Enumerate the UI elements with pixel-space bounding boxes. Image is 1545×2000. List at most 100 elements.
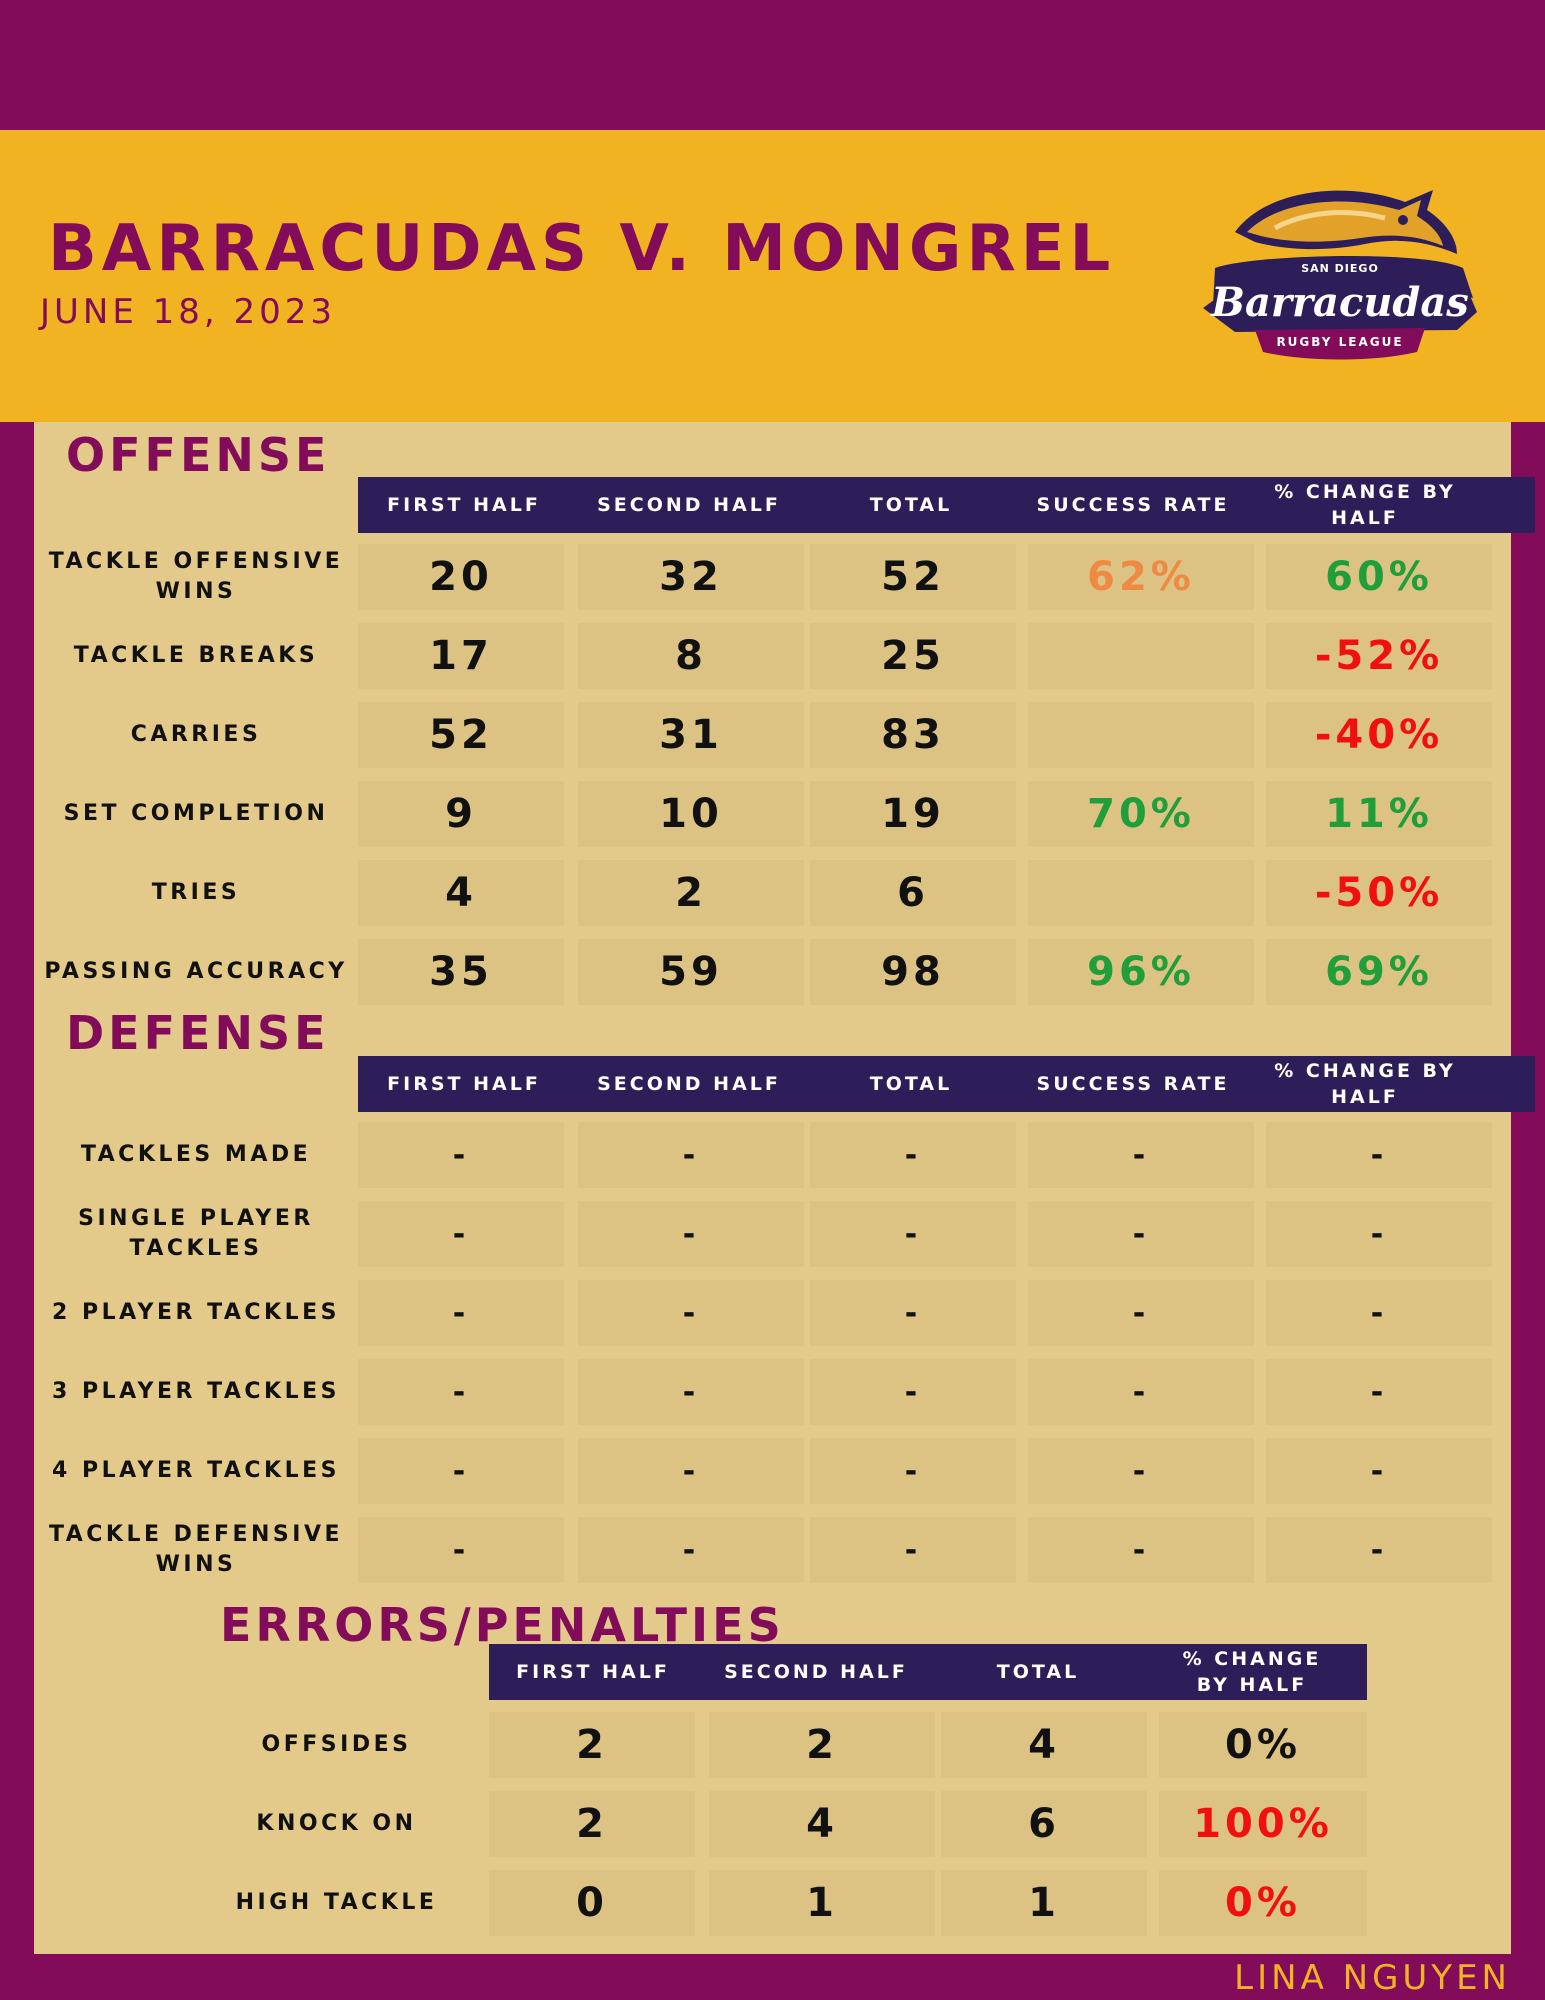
defense-cell: - [358,1438,564,1504]
defense-col-first-half: FIRST HALF [387,1073,541,1095]
offense-header-bar: FIRST HALF SECOND HALF TOTAL SUCCESS RAT… [358,477,1535,533]
errors-cell: 1 [709,1870,935,1936]
offense-cell: -50% [1266,860,1492,926]
defense-row-label: 2 PLAYER TACKLES [52,1300,340,1325]
defense-cell: - [578,1438,804,1504]
offense-cell: 8 [578,623,804,689]
defense-title: DEFENSE [66,1006,330,1060]
offense-cell [1028,702,1254,768]
defense-cell: - [358,1201,564,1267]
defense-cell: - [1266,1438,1492,1504]
defense-cell: - [578,1280,804,1346]
defense-cell: - [1028,1280,1254,1346]
offense-col-second-half: SECOND HALF [597,494,781,516]
offense-cell: 25 [810,623,1016,689]
offense-cell: 31 [578,702,804,768]
defense-cell: - [358,1280,564,1346]
errors-row-label: HIGH TACKLE [235,1890,438,1915]
offense-col-success-rate: SUCCESS RATE [1036,494,1230,516]
defense-col-pct-change: % CHANGE BY HALF [1274,1060,1456,1108]
errors-cell: 0% [1159,1870,1367,1936]
defense-cell: - [1266,1359,1492,1425]
logo-text-main: Barracudas [1210,279,1469,326]
defense-cell: - [1028,1359,1254,1425]
offense-cell: 9 [358,781,564,847]
errors-col-second-half: SECOND HALF [724,1661,908,1683]
defense-cell: - [358,1359,564,1425]
defense-cell: - [1028,1122,1254,1188]
offense-cell: -52% [1266,623,1492,689]
defense-row-label: TACKLES MADE [80,1142,312,1167]
offense-col-pct-change: % CHANGE BY HALF [1274,481,1456,529]
barracudas-logo: SAN DIEGO Barracudas RUGBY LEAGUE [1203,190,1477,360]
defense-cell: - [1266,1280,1492,1346]
defense-cell: - [578,1122,804,1188]
offense-cell: 11% [1266,781,1492,847]
errors-header-bar: FIRST HALF SECOND HALF TOTAL % CHANGE BY… [489,1644,1367,1700]
offense-cell: 83 [810,702,1016,768]
logo-text-top: SAN DIEGO [1301,262,1379,275]
offense-cell: 35 [358,939,564,1005]
offense-cell: 20 [358,544,564,610]
offense-cell: 70% [1028,781,1254,847]
defense-cell: - [578,1517,804,1583]
errors-cell: 1 [941,1870,1147,1936]
defense-cell: - [578,1359,804,1425]
logo-text-bottom: RUGBY LEAGUE [1276,335,1403,349]
errors-cell: 0% [1159,1712,1367,1778]
errors-cell: 2 [489,1712,695,1778]
page-title: BARRACUDAS V. MONGREL [48,212,1116,286]
defense-row-label: SINGLE PLAYER TACKLES [78,1206,314,1261]
offense-row-label: SET COMPLETION [63,801,329,826]
defense-header-bar: FIRST HALF SECOND HALF TOTAL SUCCESS RAT… [358,1056,1535,1112]
offense-col-first-half: FIRST HALF [387,494,541,516]
defense-cell: - [1028,1438,1254,1504]
offense-cell: 19 [810,781,1016,847]
defense-cell: - [358,1517,564,1583]
author-credit: LINA NGUYEN [1234,1958,1511,1998]
offense-row-label: TACKLE OFFENSIVE WINS [48,549,344,604]
defense-cell: - [1266,1517,1492,1583]
defense-row-label: TACKLE DEFENSIVE WINS [48,1522,344,1577]
defense-cell: - [810,1517,1016,1583]
errors-row-label: OFFSIDES [261,1732,412,1757]
defense-col-success-rate: SUCCESS RATE [1036,1073,1230,1095]
defense-cell: - [578,1201,804,1267]
offense-cell: 2 [578,860,804,926]
offense-col-total: TOTAL [869,494,953,516]
defense-cell: - [1266,1122,1492,1188]
offense-cell: -40% [1266,702,1492,768]
offense-cell: 52 [810,544,1016,610]
offense-cell: 32 [578,544,804,610]
defense-row-label: 3 PLAYER TACKLES [52,1379,340,1404]
defense-cell: - [1028,1201,1254,1267]
offense-row-label: TACKLE BREAKS [73,643,319,668]
errors-cell: 100% [1159,1791,1367,1857]
offense-row-label: CARRIES [130,722,262,747]
defense-cell: - [1266,1201,1492,1267]
errors-col-pct-change: % CHANGE BY HALF [1182,1648,1322,1696]
offense-row-label: TRIES [151,880,241,905]
offense-cell: 59 [578,939,804,1005]
defense-cell: - [810,1280,1016,1346]
offense-cell: 69% [1266,939,1492,1005]
offense-title: OFFENSE [66,428,331,482]
errors-cell: 2 [709,1712,935,1778]
errors-cell: 4 [709,1791,935,1857]
errors-col-first-half: FIRST HALF [516,1661,670,1683]
defense-row-label: 4 PLAYER TACKLES [52,1458,340,1483]
match-date: JUNE 18, 2023 [40,292,337,332]
offense-cell: 98 [810,939,1016,1005]
defense-cell: - [358,1122,564,1188]
offense-cell: 60% [1266,544,1492,610]
offense-cell: 6 [810,860,1016,926]
offense-cell: 17 [358,623,564,689]
defense-cell: - [810,1438,1016,1504]
errors-cell: 0 [489,1870,695,1936]
offense-row-label: PASSING ACCURACY [44,959,348,984]
errors-title: ERRORS/PENALTIES [220,1598,785,1652]
offense-cell [1028,623,1254,689]
defense-col-second-half: SECOND HALF [597,1073,781,1095]
defense-col-total: TOTAL [869,1073,953,1095]
defense-cell: - [810,1201,1016,1267]
